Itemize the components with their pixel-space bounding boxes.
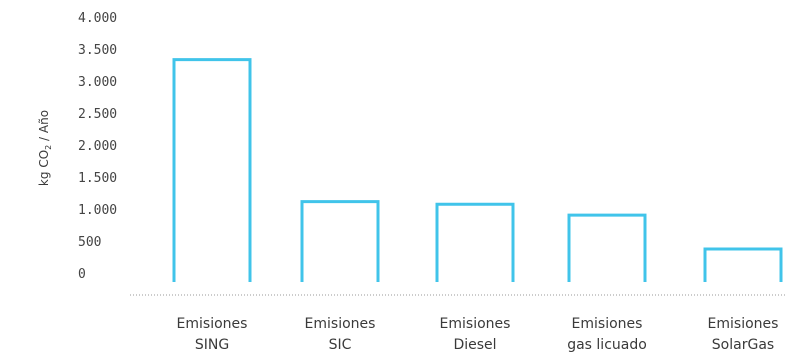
y-tick-label: 1.000 (78, 203, 117, 218)
y-tick-label: 4.000 (78, 11, 117, 26)
x-tick-label: Emisiones (177, 316, 248, 332)
x-tick-label: Diesel (453, 337, 496, 353)
x-tick-label: Emisiones (440, 316, 511, 332)
y-tick-label: 3.500 (78, 43, 117, 58)
x-tick-label: SING (195, 337, 229, 353)
y-tick-label: 2.000 (78, 139, 117, 154)
x-tick-label: Emisiones (708, 316, 779, 332)
x-tick-label: Emisiones (572, 316, 643, 332)
bars (172, 58, 783, 282)
x-axis: Emisiones SING Emisiones SIC Emisiones Diesel… (177, 316, 779, 353)
bar (172, 58, 252, 282)
y-tick-label: 2.500 (78, 107, 117, 122)
x-tick-label: gas licuado (567, 337, 647, 353)
bar (300, 200, 380, 282)
y-tick-label: 0 (78, 267, 86, 282)
x-tick-label: SIC (329, 337, 352, 353)
bar (567, 213, 647, 282)
x-tick-label: SolarGas (712, 337, 774, 353)
x-tick-label: Emisiones (305, 316, 376, 332)
y-axis: 0 500 1.000 1.500 2.000 2.500 3.000 3.500 4.000 (78, 11, 117, 282)
y-tick-label: 500 (78, 235, 101, 250)
y-axis-title: kg CO2 / Año (37, 110, 53, 186)
bar (435, 202, 515, 282)
bar (703, 247, 783, 282)
y-tick-label: 3.000 (78, 75, 117, 90)
y-tick-label: 1.500 (78, 171, 117, 186)
